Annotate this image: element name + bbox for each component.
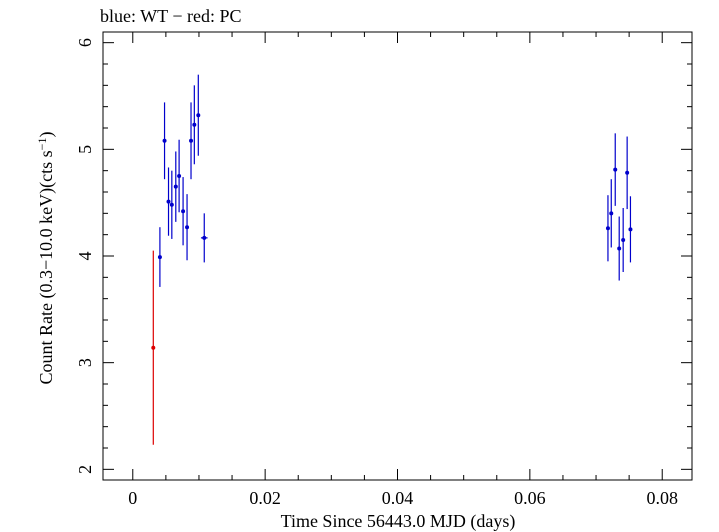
point-marker <box>625 170 630 175</box>
data-point-wt <box>185 194 190 261</box>
point-marker <box>166 199 171 204</box>
x-tick-label: 0.02 <box>249 488 281 508</box>
y-axis-label: Count Rate (0.3−10.0 keV)(cts s−1) <box>35 132 57 385</box>
point-marker <box>177 174 182 178</box>
point-marker <box>173 184 178 189</box>
data-point-wt <box>621 208 626 272</box>
data-point-wt <box>157 227 162 287</box>
y-tick-label: 3 <box>75 358 95 367</box>
chart-title: blue: WT − red: PC <box>100 6 242 26</box>
y-tick-label: 4 <box>75 252 95 261</box>
series-wt <box>157 74 633 287</box>
point-marker <box>628 227 633 232</box>
data-point-wt <box>196 74 201 156</box>
point-marker <box>169 202 174 207</box>
y-tick-label: 2 <box>75 465 95 474</box>
x-tick-label: 0.04 <box>382 488 414 508</box>
data-point-wt <box>200 213 208 263</box>
data-point-wt <box>181 177 186 246</box>
point-marker <box>621 238 626 242</box>
point-marker <box>185 225 190 230</box>
plot-frame <box>102 31 693 481</box>
point-marker <box>613 167 618 172</box>
y-tick-label: 5 <box>75 145 95 154</box>
point-marker <box>196 113 201 118</box>
data-point-wt <box>192 85 197 165</box>
point-marker <box>162 138 167 143</box>
point-marker <box>189 138 194 143</box>
data-point-wt <box>162 102 167 180</box>
point-marker <box>192 122 197 127</box>
point-marker <box>605 226 610 231</box>
data-point-wt <box>177 139 182 213</box>
x-tick-label: 0.06 <box>514 488 546 508</box>
data-point-wt <box>613 133 618 206</box>
x-tick-label: 0 <box>128 488 137 508</box>
data-point-wt <box>189 102 194 180</box>
data-point-wt <box>173 151 178 222</box>
data-point-wt <box>166 167 171 236</box>
data-point-wt <box>617 216 622 281</box>
point-marker <box>609 211 614 216</box>
series-pc <box>151 250 156 445</box>
y-tick-label: 6 <box>75 38 95 47</box>
data-point-pc <box>151 250 156 445</box>
point-marker <box>617 246 622 251</box>
x-axis-label: Time Since 56443.0 MJD (days) <box>281 511 516 532</box>
x-tick-label: 0.08 <box>646 488 678 508</box>
point-marker <box>202 235 207 240</box>
data-point-wt <box>609 179 614 248</box>
data-point-wt <box>605 195 610 262</box>
point-marker <box>157 255 162 260</box>
point-marker <box>181 209 186 214</box>
data-point-wt <box>628 196 633 263</box>
point-marker <box>151 345 156 350</box>
data-point-wt <box>169 170 174 239</box>
y-axis-label-close: ) <box>36 132 57 138</box>
y-axis-label-sup: −1 <box>35 138 49 151</box>
data-point-wt <box>625 136 630 210</box>
y-axis-label-main: Count Rate (0.3−10.0 keV)(cts s <box>36 150 57 384</box>
